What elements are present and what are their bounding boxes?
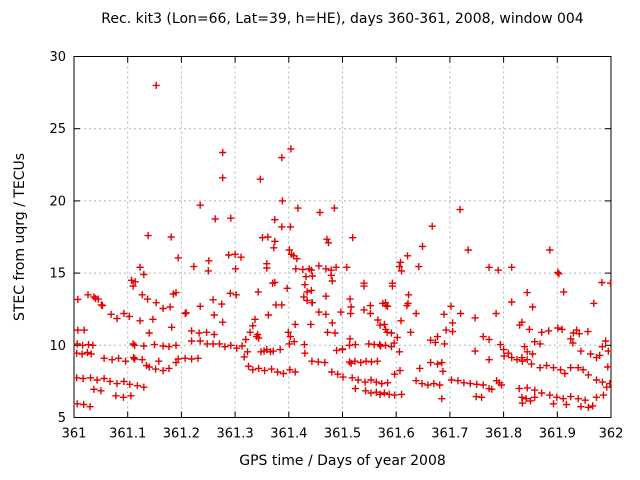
svg-text:5: 5 <box>58 411 66 426</box>
svg-text:10: 10 <box>49 339 66 354</box>
svg-text:361: 361 <box>62 427 87 442</box>
svg-text:361.3: 361.3 <box>216 427 253 442</box>
svg-text:361.8: 361.8 <box>485 427 522 442</box>
svg-text:25: 25 <box>49 122 66 137</box>
chart-title: Rec. kit3 (Lon=66, Lat=39, h=HE), days 3… <box>101 11 584 27</box>
svg-text:361.2: 361.2 <box>163 427 200 442</box>
svg-text:20: 20 <box>49 194 66 209</box>
x-axis-label: GPS time / Days of year 2008 <box>239 453 446 469</box>
y-axis-label: STEC from uqrg / TECUs <box>12 152 28 322</box>
svg-text:30: 30 <box>49 50 66 65</box>
svg-text:15: 15 <box>49 267 66 282</box>
svg-text:361.9: 361.9 <box>539 427 576 442</box>
svg-text:361.6: 361.6 <box>378 427 415 442</box>
svg-text:362: 362 <box>599 427 624 442</box>
svg-text:361.1: 361.1 <box>109 427 146 442</box>
svg-text:361.7: 361.7 <box>431 427 468 442</box>
svg-text:361.5: 361.5 <box>324 427 361 442</box>
svg-text:361.4: 361.4 <box>270 427 307 442</box>
